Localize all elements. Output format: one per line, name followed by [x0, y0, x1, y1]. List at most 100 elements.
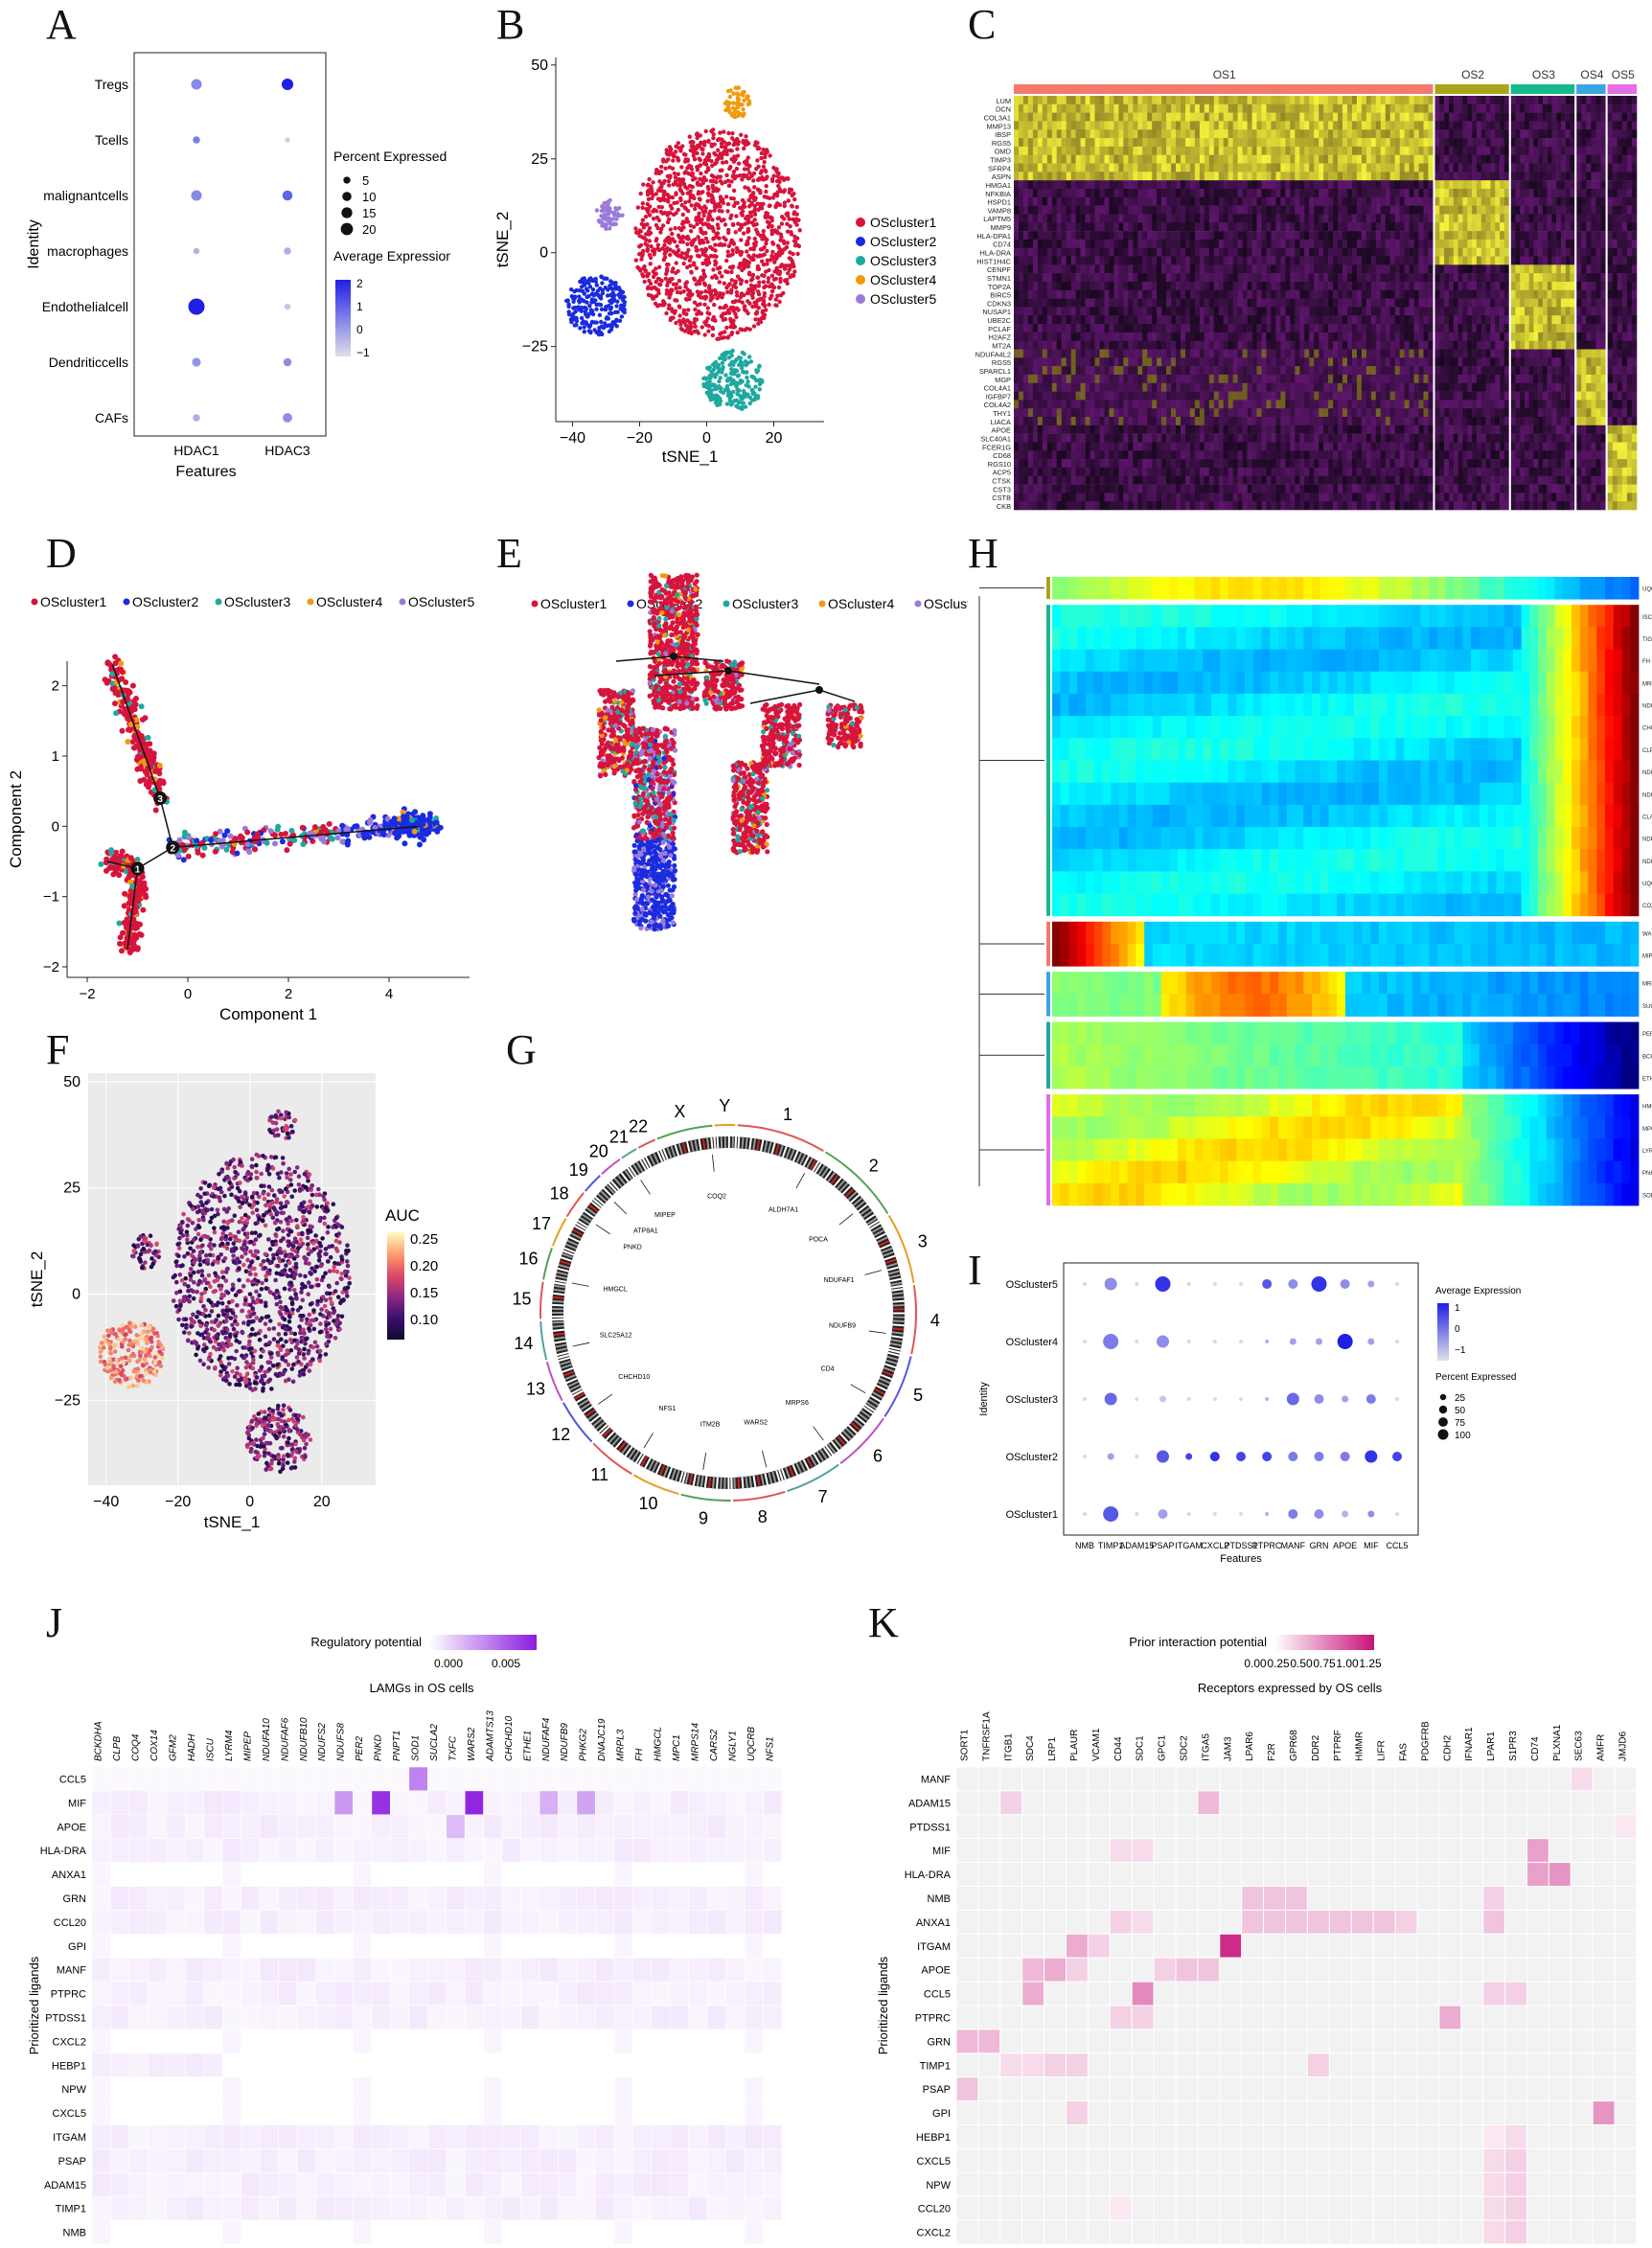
heat-cell	[1342, 231, 1348, 241]
heat-cell	[1323, 172, 1329, 181]
heat-cell	[1194, 214, 1201, 223]
heat-cell	[1434, 273, 1440, 283]
heat-cell	[1085, 205, 1090, 215]
heat-cell	[1449, 112, 1455, 122]
point	[640, 272, 645, 277]
heat-cell	[1218, 96, 1225, 105]
point	[723, 222, 728, 227]
heat-cell	[1570, 180, 1575, 190]
x-axis-label: tSNE_1	[662, 447, 719, 466]
point	[687, 258, 693, 263]
heat-cell	[1361, 273, 1367, 283]
point	[647, 176, 652, 182]
heat-cell	[1444, 189, 1450, 198]
heat-cell	[1385, 239, 1391, 248]
heat-cell	[1295, 196, 1300, 206]
heat-cell	[1565, 154, 1571, 164]
heat-cell	[1576, 264, 1582, 274]
heat-cell	[1189, 96, 1196, 105]
heat-cell	[1147, 112, 1153, 122]
heat-cell	[1199, 256, 1205, 265]
heat-cell	[1621, 180, 1628, 190]
heat-cell	[1019, 121, 1024, 130]
point	[690, 139, 695, 145]
heat-cell	[1565, 146, 1571, 155]
point	[709, 199, 715, 204]
heat-cell	[1515, 96, 1521, 105]
heat-cell	[1453, 112, 1458, 122]
heat-cell	[1147, 96, 1153, 105]
heat-cell	[1361, 129, 1367, 139]
heat-cell	[1208, 121, 1215, 130]
legend-marker	[856, 237, 865, 246]
heat-cell	[1434, 172, 1440, 181]
heat-cell	[1166, 256, 1172, 265]
heat-cell	[1490, 273, 1496, 283]
point	[724, 172, 729, 178]
point	[760, 259, 765, 264]
heat-cell	[1171, 231, 1177, 241]
heat-cell	[1285, 146, 1291, 155]
heat-cell	[1019, 256, 1024, 265]
heat-cell	[1361, 256, 1367, 265]
point	[774, 178, 780, 184]
heat-cell	[1428, 138, 1434, 148]
point	[735, 274, 741, 279]
heat-cell	[1314, 112, 1319, 122]
heat-cell	[1528, 112, 1534, 122]
heat-cell	[1538, 163, 1544, 172]
heat-cell	[1556, 222, 1562, 232]
heat-cell	[1476, 189, 1481, 198]
heat-cell	[1290, 121, 1296, 130]
heat-cell	[1449, 163, 1455, 172]
heat-cell	[1232, 96, 1238, 105]
point	[713, 186, 719, 191]
heat-cell	[1147, 138, 1153, 148]
heat-cell	[1147, 264, 1153, 274]
heat-cell	[1485, 231, 1491, 241]
heat-cell	[1525, 231, 1529, 241]
heat-cell	[1617, 196, 1623, 206]
heat-cell	[1631, 163, 1638, 172]
point	[745, 261, 750, 265]
point	[727, 183, 732, 188]
heat-cell	[1185, 247, 1191, 257]
heat-cell	[1104, 180, 1110, 190]
heat-cell	[1444, 205, 1450, 215]
heat-cell	[1500, 180, 1505, 190]
point	[700, 325, 704, 330]
point	[587, 285, 593, 289]
heat-cell	[1533, 247, 1539, 257]
heat-cell	[1237, 264, 1243, 274]
heat-cell	[1621, 96, 1628, 105]
point	[761, 201, 766, 207]
point	[717, 270, 723, 275]
heat-cell	[1157, 273, 1162, 283]
heat-cell	[1361, 121, 1367, 130]
point	[722, 140, 727, 145]
point	[643, 214, 649, 219]
heat-cell	[1085, 96, 1090, 105]
heat-cell	[1389, 189, 1395, 198]
heat-cell	[1495, 129, 1501, 139]
heat-cell	[1256, 239, 1262, 248]
point	[683, 323, 688, 328]
heat-cell	[1056, 112, 1062, 122]
point	[689, 167, 695, 172]
heat-cell	[1051, 129, 1058, 139]
heat-cell	[1538, 189, 1544, 198]
heat-cell	[1361, 222, 1367, 232]
heat-cell	[1261, 239, 1267, 248]
point	[614, 217, 619, 221]
point	[755, 146, 760, 151]
heat-cell	[1626, 154, 1633, 164]
heat-cell	[1290, 96, 1296, 105]
heat-cell	[1418, 96, 1424, 105]
heat-cell	[1123, 196, 1129, 206]
heat-cell	[1304, 214, 1310, 223]
heat-cell	[1500, 146, 1505, 155]
point	[711, 135, 716, 141]
point	[695, 143, 700, 149]
heat-cell	[1189, 214, 1196, 223]
heat-cell	[1232, 205, 1238, 215]
